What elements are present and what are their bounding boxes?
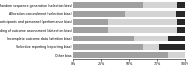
- Bar: [73, 11, 125, 17]
- Bar: [73, 44, 143, 50]
- Bar: [134, 36, 168, 41]
- Bar: [73, 2, 143, 8]
- Bar: [73, 52, 168, 58]
- Bar: [176, 11, 185, 17]
- Bar: [159, 44, 185, 50]
- Bar: [73, 19, 108, 25]
- Bar: [143, 2, 177, 8]
- Bar: [177, 19, 186, 25]
- Bar: [73, 36, 134, 41]
- Bar: [143, 44, 159, 50]
- Bar: [108, 27, 177, 33]
- Bar: [168, 36, 185, 41]
- Bar: [177, 27, 186, 33]
- Bar: [177, 2, 186, 8]
- Bar: [125, 11, 176, 17]
- Bar: [168, 52, 185, 58]
- Bar: [108, 19, 177, 25]
- Bar: [73, 27, 108, 33]
